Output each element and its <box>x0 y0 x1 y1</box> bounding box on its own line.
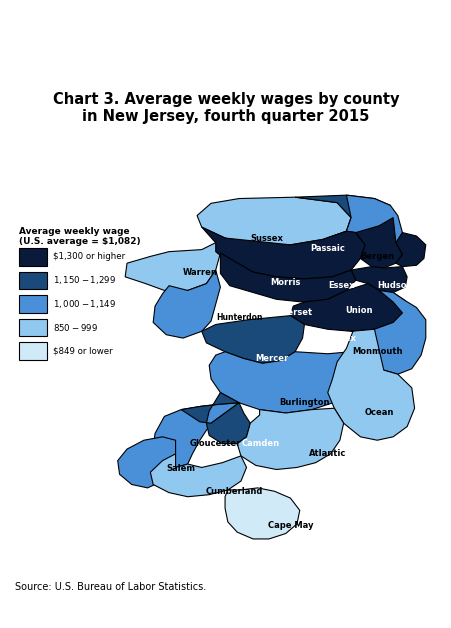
Text: Atlantic: Atlantic <box>308 450 345 458</box>
Polygon shape <box>352 290 425 374</box>
Text: Gloucester: Gloucester <box>189 439 241 448</box>
Bar <box>19 249 46 266</box>
Text: Chart 3. Average weekly wages by county
in New Jersey, fourth quarter 2015: Chart 3. Average weekly wages by county … <box>53 92 398 124</box>
Polygon shape <box>181 392 250 443</box>
Text: Cape May: Cape May <box>267 521 313 530</box>
Text: Mercer: Mercer <box>254 354 288 363</box>
Polygon shape <box>395 232 425 267</box>
Polygon shape <box>350 267 406 293</box>
Text: Middlesex: Middlesex <box>308 333 356 343</box>
Text: Camden: Camden <box>241 439 279 448</box>
Polygon shape <box>355 218 401 268</box>
Polygon shape <box>290 284 405 332</box>
Text: $849 or lower: $849 or lower <box>53 347 112 355</box>
Text: $850 - $999: $850 - $999 <box>53 322 97 333</box>
Text: Monmouth: Monmouth <box>351 347 401 356</box>
Text: Essex: Essex <box>328 281 354 290</box>
Polygon shape <box>153 403 239 467</box>
Bar <box>19 319 46 336</box>
Polygon shape <box>327 329 414 440</box>
Polygon shape <box>295 195 392 239</box>
Text: Passaic: Passaic <box>310 244 345 252</box>
Text: Hunterdon: Hunterdon <box>215 313 262 322</box>
Polygon shape <box>125 238 225 290</box>
Polygon shape <box>153 270 220 338</box>
Text: Somerset: Somerset <box>267 308 312 317</box>
Bar <box>19 342 46 360</box>
Polygon shape <box>345 195 401 247</box>
Polygon shape <box>117 437 175 488</box>
Text: Sussex: Sussex <box>250 234 283 242</box>
Bar <box>19 272 46 289</box>
Text: Morris: Morris <box>270 278 300 287</box>
Text: $1,000 - $1,149: $1,000 - $1,149 <box>53 298 116 310</box>
Text: Bergen: Bergen <box>359 252 393 261</box>
Text: Salem: Salem <box>166 463 195 473</box>
Polygon shape <box>197 197 350 245</box>
Bar <box>19 295 46 313</box>
Text: $1,150 - $1,299: $1,150 - $1,299 <box>53 274 115 286</box>
Text: Average weekly wage
(U.S. average = $1,082): Average weekly wage (U.S. average = $1,0… <box>19 227 141 246</box>
Polygon shape <box>220 253 355 302</box>
Text: Burlington: Burlington <box>279 398 329 408</box>
Polygon shape <box>209 345 369 413</box>
Polygon shape <box>150 454 246 497</box>
Text: Warren: Warren <box>182 268 217 276</box>
Text: Hudson: Hudson <box>377 281 412 290</box>
Text: Source: U.S. Bureau of Labor Statistics.: Source: U.S. Bureau of Labor Statistics. <box>15 582 206 592</box>
Polygon shape <box>237 408 343 470</box>
Polygon shape <box>225 488 299 539</box>
Polygon shape <box>201 316 304 363</box>
Text: Cumberland: Cumberland <box>205 487 262 495</box>
Text: Union: Union <box>344 306 372 315</box>
Text: $1,300 or higher: $1,300 or higher <box>53 252 125 261</box>
Text: Ocean: Ocean <box>364 408 393 418</box>
Polygon shape <box>201 227 364 279</box>
